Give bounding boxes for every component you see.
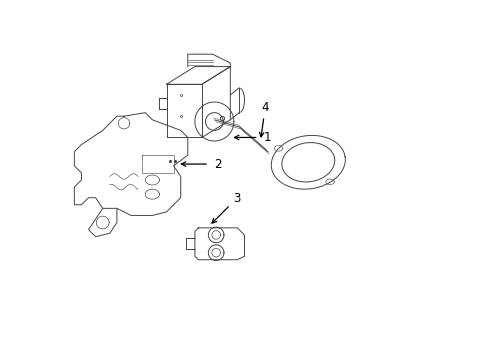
Text: 4: 4 — [261, 101, 268, 114]
Text: 2: 2 — [214, 158, 221, 171]
Text: 1: 1 — [263, 131, 271, 144]
Text: 3: 3 — [232, 192, 240, 205]
